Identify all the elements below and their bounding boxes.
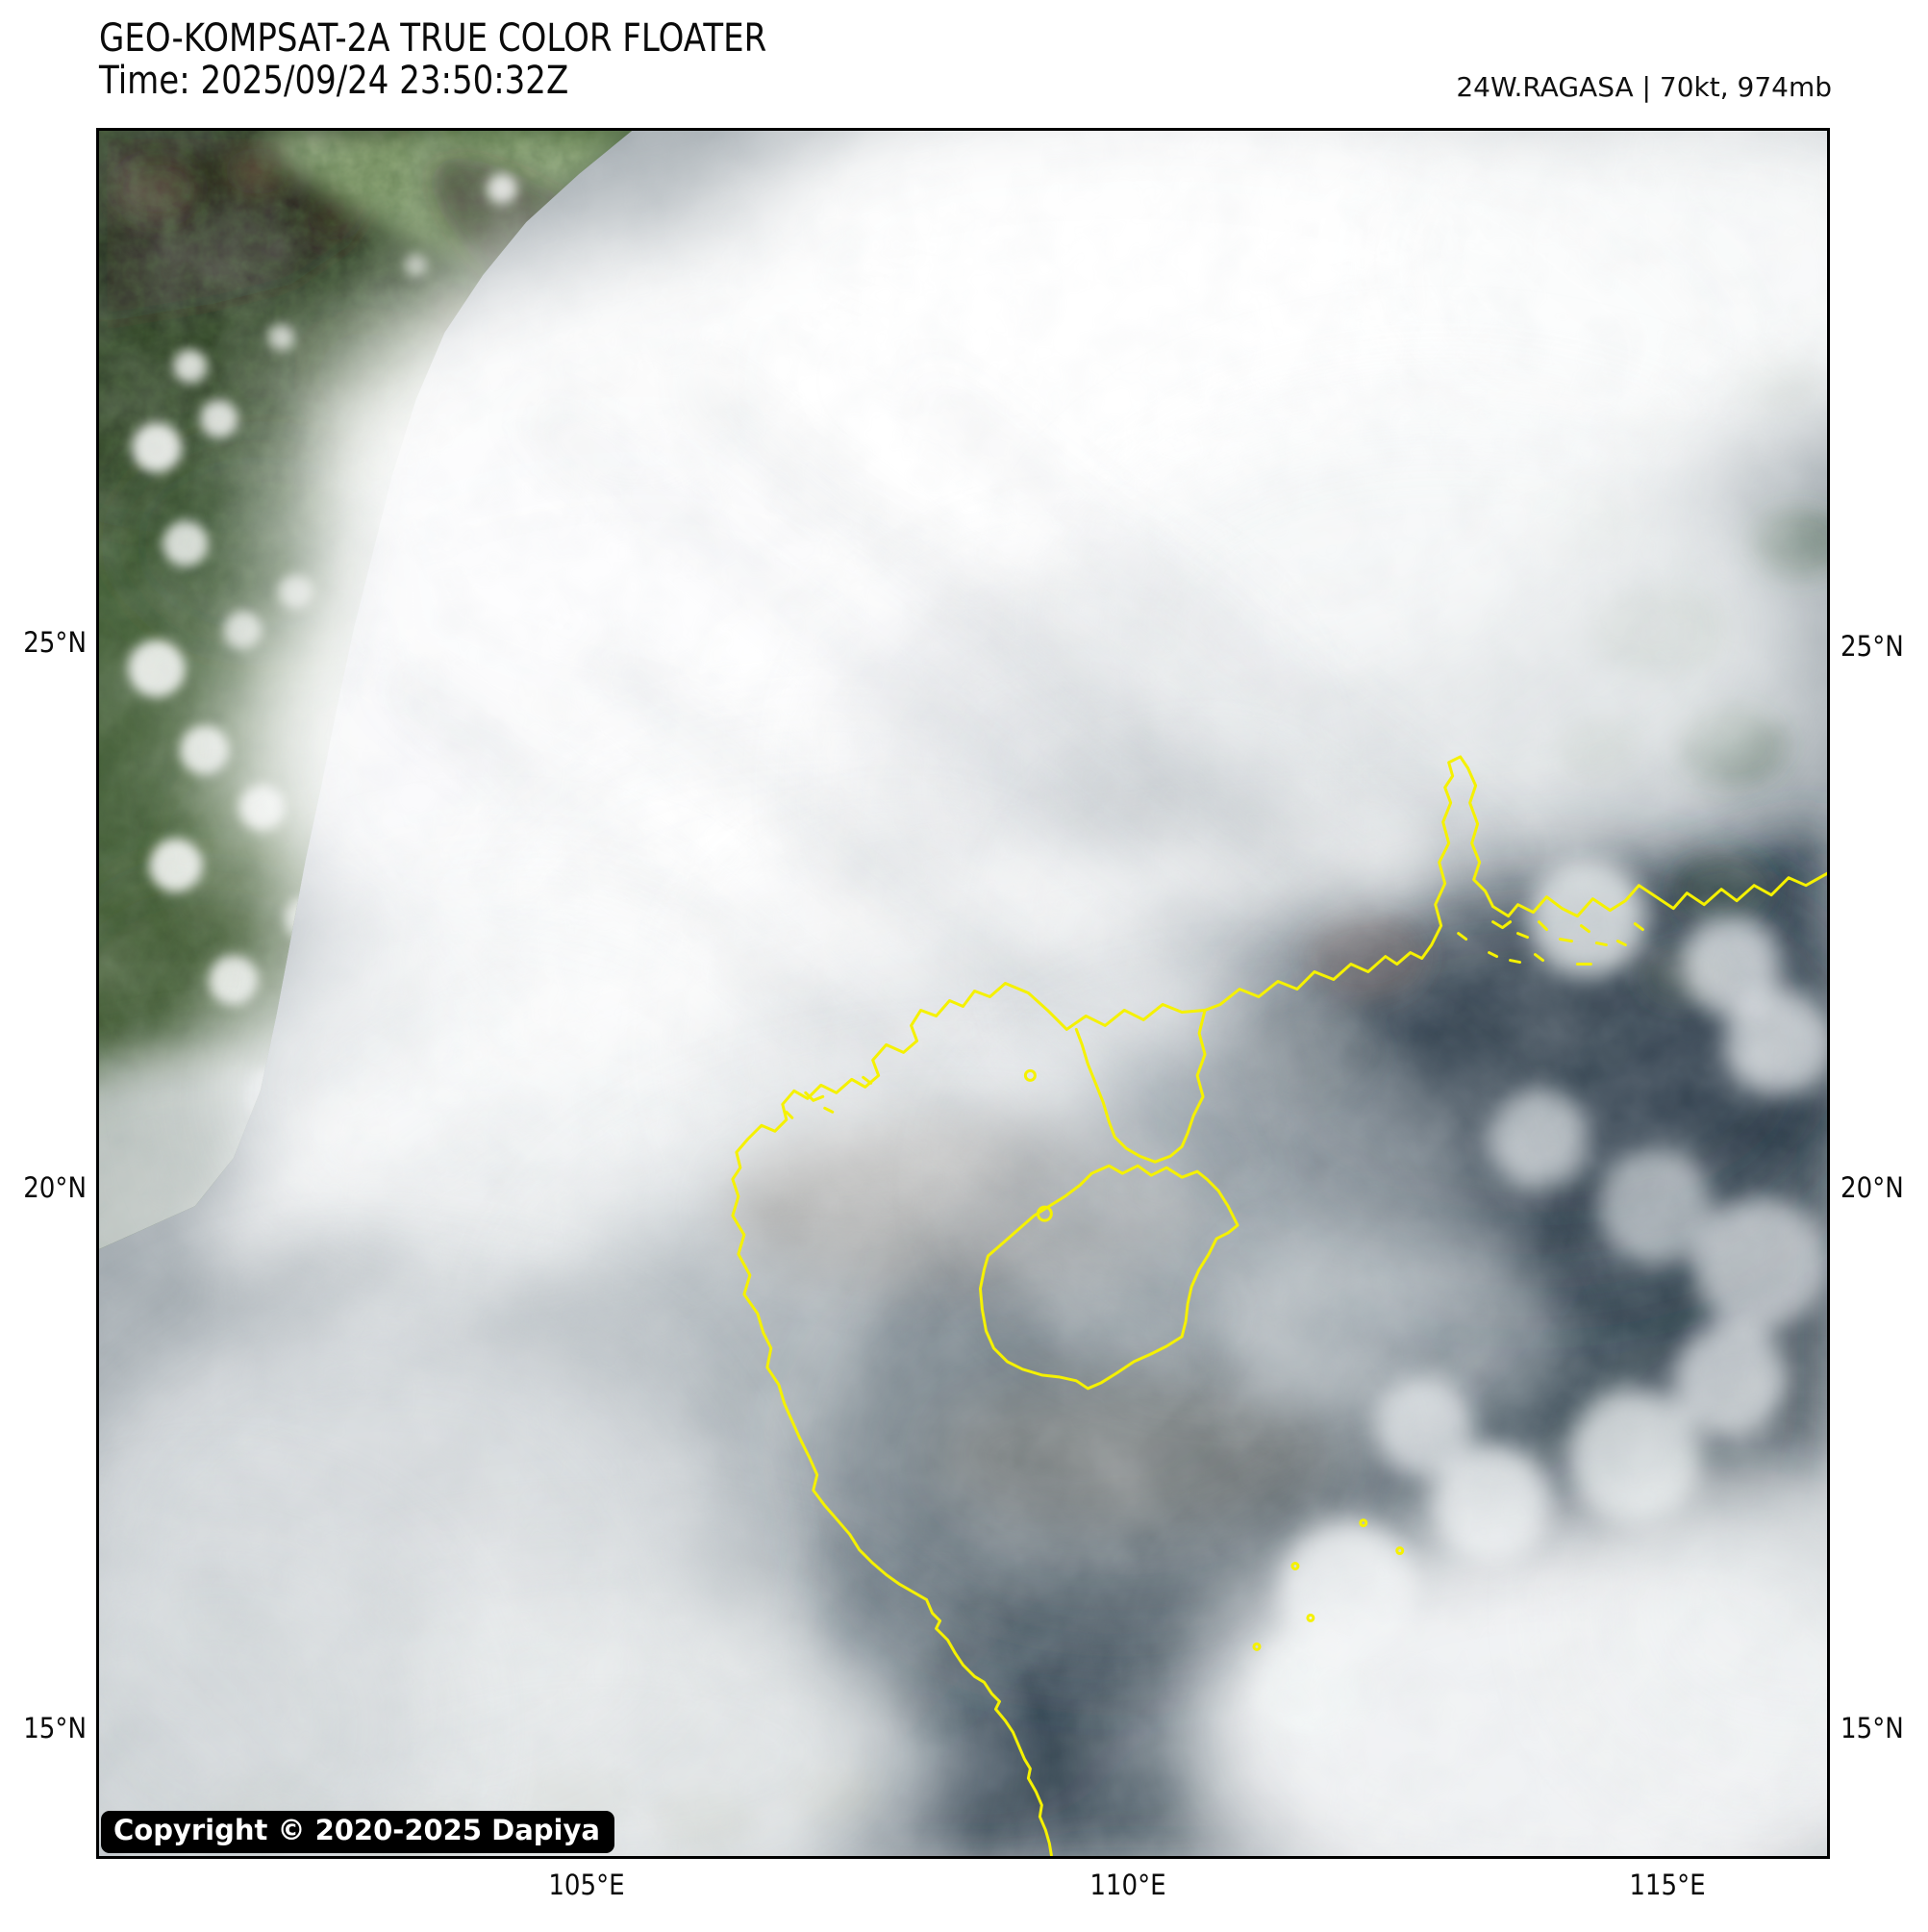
lat-label-left-15n: 15°N <box>23 1712 87 1744</box>
lon-label-110e: 110°E <box>1089 1869 1166 1901</box>
lon-label-105e: 105°E <box>548 1869 625 1901</box>
lat-label-left-25n: 25°N <box>23 626 87 659</box>
satellite-image-frame: Copyright © 2020-2025 Dapiya <box>96 128 1830 1859</box>
lat-label-right-15n: 15°N <box>1840 1712 1904 1744</box>
storm-info: 24W.RAGASA | 70kt, 974mb <box>1456 71 1832 103</box>
coastline-overlay <box>731 755 1827 1856</box>
lat-label-right-25n: 25°N <box>1840 630 1904 663</box>
copyright-badge: Copyright © 2020-2025 Dapiya <box>101 1811 614 1853</box>
coastline-south-china <box>731 755 1827 1856</box>
timestamp: Time: 2025/09/24 23:50:32Z <box>99 59 569 103</box>
lat-label-right-20n: 20°N <box>1840 1171 1904 1204</box>
page-title: GEO-KOMPSAT-2A TRUE COLOR FLOATER <box>99 16 767 61</box>
coastline-islands <box>785 920 1644 1651</box>
coastline-leizhou <box>1074 1008 1207 1164</box>
lat-label-left-20n: 20°N <box>23 1171 87 1204</box>
satellite-image <box>99 131 1827 1856</box>
lon-label-115e: 115°E <box>1629 1869 1706 1901</box>
coastline-hainan <box>978 1164 1239 1391</box>
